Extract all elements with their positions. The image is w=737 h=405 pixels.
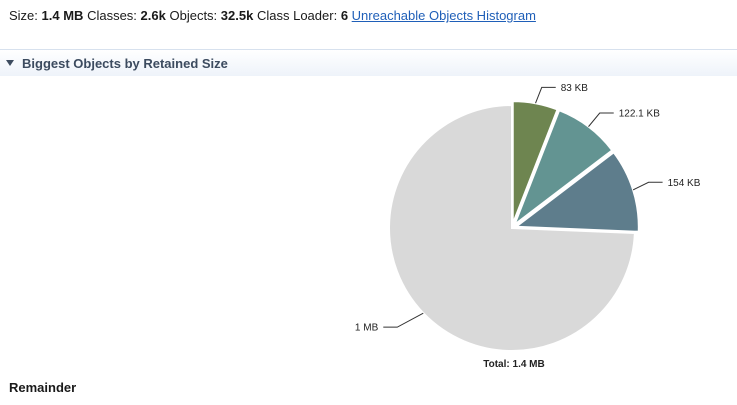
leader-line-1 [588, 112, 614, 127]
size-value: 1.4 MB [41, 8, 84, 23]
section-title: Biggest Objects by Retained Size [22, 55, 228, 71]
summary-stats: Size: 1.4 MB Classes: 2.6k Objects: 32.5… [9, 8, 536, 23]
slice-label-1: 122.1 KB [619, 109, 660, 120]
slice-label-0: 83 KB [561, 83, 589, 94]
pie-slice-0[interactable] [511, 100, 559, 225]
classes-label: Classes: [87, 8, 137, 23]
pie-slice-3[interactable] [388, 103, 636, 352]
slice-label-3: 1 MB [355, 323, 379, 334]
remainder-label: Remainder [9, 380, 77, 395]
classes-value: 2.6k [140, 8, 166, 23]
objects-value: 32.5k [220, 8, 254, 23]
class-loader-value: 6 [340, 8, 349, 23]
leader-line-2 [632, 181, 663, 191]
leader-line-3 [383, 312, 424, 328]
slice-label-2: 154 KB [668, 178, 701, 189]
class-loader-label: Class Loader: [256, 8, 338, 23]
biggest-objects-section-header[interactable]: Biggest Objects by Retained Size [0, 49, 737, 76]
unreachable-objects-histogram-link[interactable]: Unreachable Objects Histogram [351, 8, 536, 23]
objects-label: Objects: [169, 8, 218, 23]
collapse-caret-icon[interactable] [6, 60, 14, 66]
chart-total-label: Total: 1.4 MB [483, 359, 544, 370]
size-label: Size: [9, 8, 38, 23]
retained-size-pie-chart: 83 KB 122.1 KB 154 KB 1 MB Total: 1.4 MB [355, 83, 701, 370]
leader-line-0 [535, 86, 556, 104]
